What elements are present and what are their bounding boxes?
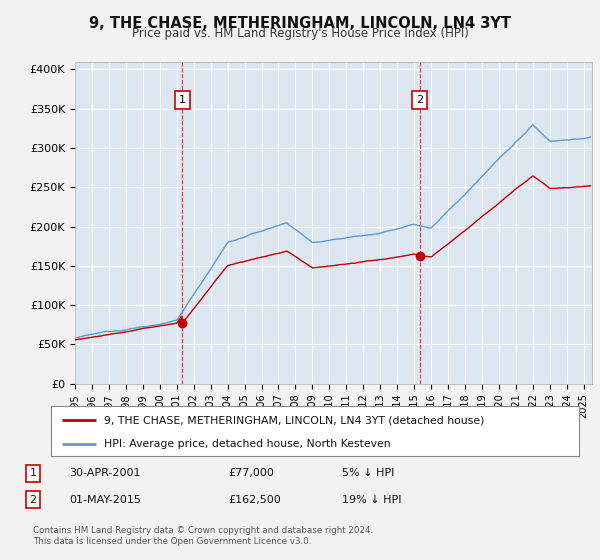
Text: 5% ↓ HPI: 5% ↓ HPI bbox=[342, 468, 394, 478]
Text: 1: 1 bbox=[29, 468, 37, 478]
Text: 9, THE CHASE, METHERINGHAM, LINCOLN, LN4 3YT (detached house): 9, THE CHASE, METHERINGHAM, LINCOLN, LN4… bbox=[104, 415, 484, 425]
Text: £77,000: £77,000 bbox=[228, 468, 274, 478]
Text: 1: 1 bbox=[179, 95, 186, 105]
Text: 01-MAY-2015: 01-MAY-2015 bbox=[69, 494, 141, 505]
Text: Price paid vs. HM Land Registry's House Price Index (HPI): Price paid vs. HM Land Registry's House … bbox=[131, 27, 469, 40]
Text: 9, THE CHASE, METHERINGHAM, LINCOLN, LN4 3YT: 9, THE CHASE, METHERINGHAM, LINCOLN, LN4… bbox=[89, 16, 511, 31]
Text: £162,500: £162,500 bbox=[228, 494, 281, 505]
Text: 30-APR-2001: 30-APR-2001 bbox=[69, 468, 140, 478]
Text: 2: 2 bbox=[29, 494, 37, 505]
Text: HPI: Average price, detached house, North Kesteven: HPI: Average price, detached house, Nort… bbox=[104, 439, 391, 449]
Text: 2: 2 bbox=[416, 95, 424, 105]
Text: 19% ↓ HPI: 19% ↓ HPI bbox=[342, 494, 401, 505]
Text: Contains HM Land Registry data © Crown copyright and database right 2024.
This d: Contains HM Land Registry data © Crown c… bbox=[33, 526, 373, 546]
